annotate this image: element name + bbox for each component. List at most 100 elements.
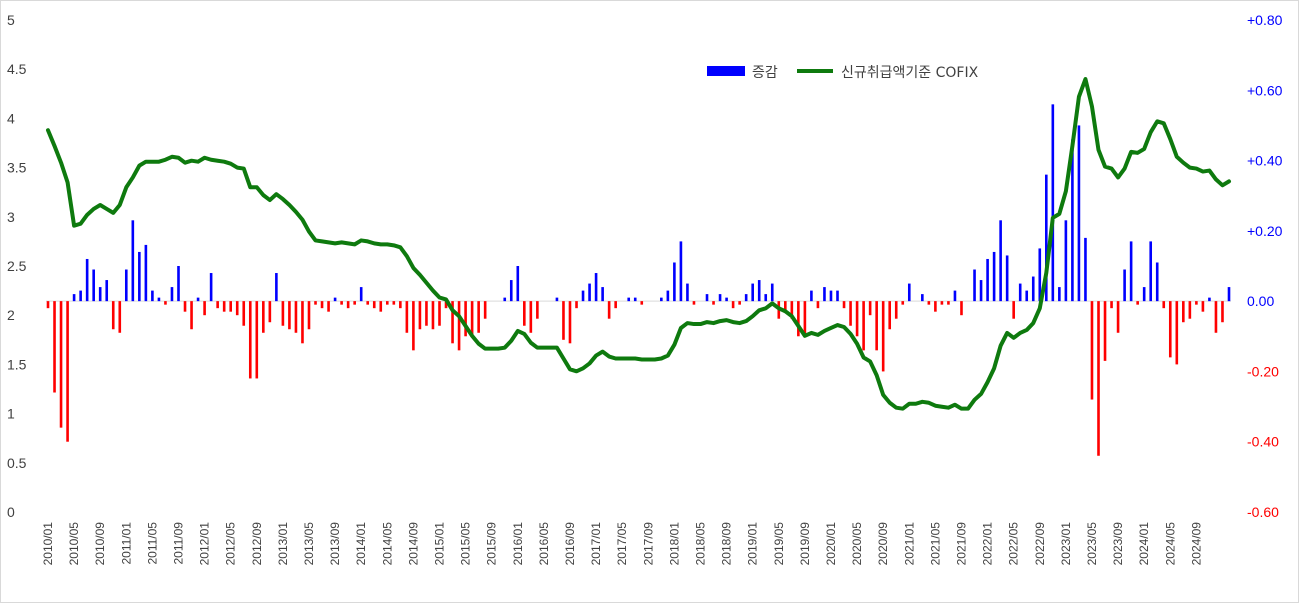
bar — [894, 301, 898, 319]
x-tick-label: 2018/09 — [720, 522, 734, 566]
bar — [346, 301, 350, 309]
bar — [118, 301, 122, 333]
bar — [523, 301, 526, 326]
bar — [1221, 301, 1224, 323]
x-tick-label: 2010/09 — [93, 522, 107, 566]
bar — [59, 301, 63, 428]
bar — [1012, 301, 1015, 319]
bar — [1227, 287, 1231, 302]
left-tick-label: 1 — [7, 406, 15, 422]
right-tick-label: +0.60 — [1247, 82, 1283, 98]
bar — [399, 301, 402, 309]
bar — [1045, 174, 1048, 302]
bar — [1038, 248, 1042, 302]
bar — [784, 301, 787, 312]
bar — [1155, 262, 1159, 302]
bar — [1103, 301, 1107, 361]
bar — [738, 301, 741, 305]
bar — [294, 301, 298, 333]
bar — [372, 301, 376, 309]
bar — [862, 301, 865, 351]
bar — [986, 258, 989, 302]
bar — [1090, 301, 1094, 400]
line-series — [46, 77, 1231, 411]
right-axis: -0.60 -0.40 -0.20 0.00 +0.20 +0.40 +0.60 +0.80 — [1247, 12, 1283, 520]
bar — [562, 301, 565, 340]
bar — [901, 301, 905, 305]
x-tick-label: 2016/01 — [511, 522, 525, 566]
bar — [575, 301, 578, 309]
x-tick-label: 2024/09 — [1189, 522, 1203, 566]
bar — [1129, 241, 1133, 302]
bar — [594, 273, 598, 302]
right-tick-label: -0.60 — [1247, 504, 1279, 520]
bar — [92, 269, 95, 302]
bar — [1018, 283, 1022, 302]
left-tick-label: 0 — [7, 504, 15, 520]
bar — [46, 301, 50, 309]
bar — [1084, 237, 1087, 302]
bar — [275, 273, 278, 302]
bar — [607, 301, 611, 319]
bar — [392, 301, 396, 305]
bar — [242, 301, 246, 326]
left-tick-label: 2 — [7, 307, 15, 323]
bar — [203, 301, 206, 316]
x-tick-label: 2014/01 — [354, 522, 368, 566]
bar — [797, 301, 800, 337]
bar — [509, 280, 513, 302]
x-tick-label: 2013/09 — [328, 522, 342, 566]
bar — [849, 301, 852, 326]
bar — [359, 287, 363, 302]
bar — [144, 244, 148, 302]
left-tick-label: 2.5 — [7, 258, 27, 274]
bar — [190, 301, 193, 330]
bar — [731, 301, 735, 309]
bar — [1110, 301, 1113, 309]
x-tick-label: 2015/01 — [433, 522, 447, 566]
bar — [177, 266, 180, 302]
x-tick-label: 2012/09 — [250, 522, 264, 566]
legend: 증감 신규취급액기준 COFIX — [707, 65, 979, 81]
bar — [979, 280, 983, 302]
bar — [712, 301, 715, 305]
x-tick-label: 2021/05 — [928, 522, 942, 566]
bar — [640, 301, 644, 305]
x-tick-label: 2022/01 — [981, 522, 995, 566]
legend-bar-swatch — [707, 66, 745, 76]
x-tick-label: 2011/01 — [119, 522, 133, 565]
bar — [483, 301, 487, 319]
bar — [1136, 301, 1139, 305]
bar — [744, 294, 748, 302]
bar — [340, 301, 343, 305]
x-tick-label: 2023/05 — [1085, 522, 1099, 566]
bar — [751, 283, 754, 302]
bar — [1214, 301, 1218, 333]
bar — [418, 301, 422, 330]
bar — [379, 301, 383, 312]
bar — [1142, 287, 1146, 302]
bar — [810, 290, 813, 302]
bar — [1064, 220, 1068, 302]
bar — [633, 297, 637, 302]
x-tick-label: 2011/09 — [172, 522, 186, 565]
right-tick-label: +0.40 — [1247, 153, 1283, 169]
legend-line-label: 신규취급액기준 COFIX — [841, 65, 979, 81]
bar — [451, 301, 454, 344]
bar-series — [46, 104, 1231, 456]
bar — [1195, 301, 1198, 305]
x-tick-label: 2018/05 — [694, 522, 708, 566]
left-tick-label: 1.5 — [7, 356, 27, 372]
x-axis: 2010/01 2010/05 2010/09 2011/01 2011/05 2011/… — [41, 522, 1203, 566]
bar — [823, 287, 826, 302]
left-axis: 0 0.5 1 1.5 2 2.5 3 3.5 4 4.5 5 — [7, 12, 27, 520]
right-tick-label: +0.80 — [1247, 12, 1283, 28]
legend-bar-label: 증감 — [752, 65, 778, 81]
bar — [320, 301, 324, 309]
bar — [673, 262, 676, 302]
bar — [327, 301, 330, 312]
x-tick-label: 2010/05 — [67, 522, 81, 566]
bar — [301, 301, 304, 344]
bar — [366, 301, 370, 305]
x-tick-label: 2023/01 — [1059, 522, 1073, 566]
